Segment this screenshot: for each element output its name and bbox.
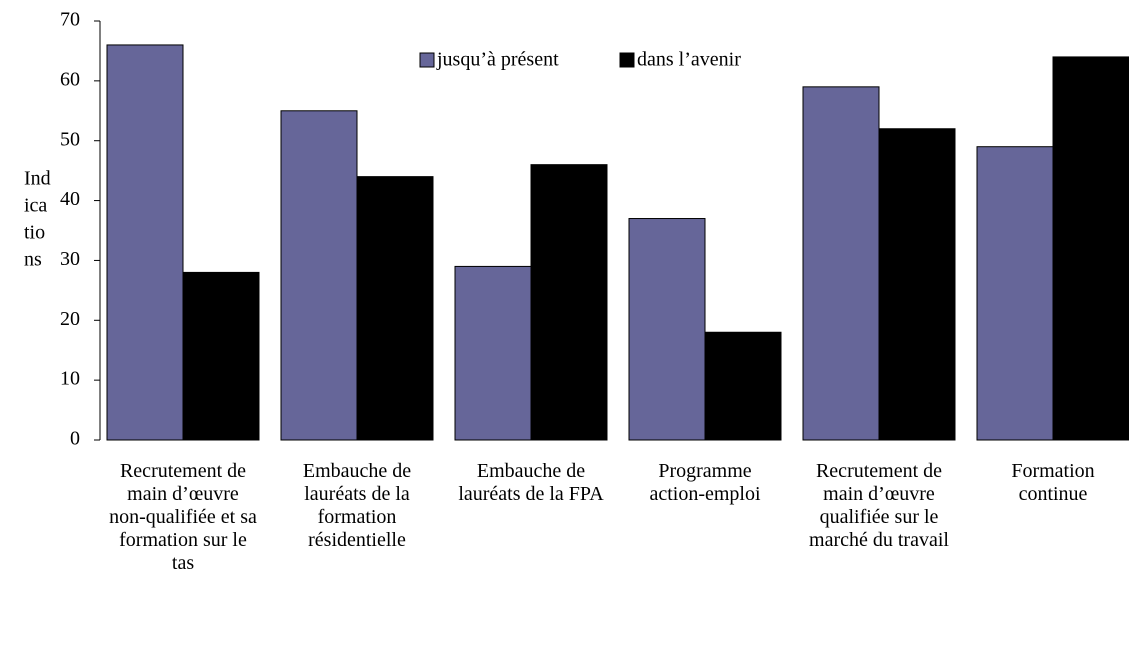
bar: [106, 44, 184, 441]
y-tick-label: 50: [60, 128, 80, 150]
y-tick-label: 0: [70, 428, 80, 450]
legend-swatch: [619, 52, 635, 68]
x-tick-label: Formation continue: [1011, 460, 1095, 505]
y-axis-label: Ind: [24, 168, 51, 190]
bar: [802, 86, 880, 441]
legend-swatch: [419, 52, 435, 68]
bar: [530, 164, 608, 441]
y-tick-label: 40: [60, 188, 80, 210]
y-axis-label: ns: [24, 249, 42, 271]
bar: [356, 176, 434, 441]
bar: [182, 271, 260, 441]
legend-label: dans l’avenir: [637, 49, 741, 71]
bar: [1052, 56, 1129, 441]
legend-label: jusqu’à présent: [436, 49, 559, 71]
y-tick-label: 60: [60, 68, 80, 90]
bar: [704, 331, 782, 441]
bar: [280, 110, 358, 441]
bar: [628, 218, 706, 441]
x-tick-label: Recrutement de main d’œuvre qua­lifiée s…: [809, 460, 949, 551]
y-axis-label: ica: [24, 195, 47, 217]
x-tick-label: Embauche de lauréats de la formation rés…: [302, 460, 412, 551]
bar: [878, 128, 956, 441]
x-tick-label: Programme action-emploi: [649, 460, 761, 505]
y-tick-label: 30: [60, 248, 80, 270]
y-tick-label: 70: [60, 9, 80, 31]
y-tick-label: 10: [60, 368, 80, 390]
x-tick-label: Recrutement de main d’œuvre non-qualifié…: [109, 460, 257, 574]
y-axis-label: tio: [24, 222, 45, 244]
x-tick-label: Embauche de lauréats de la FPA: [458, 460, 604, 505]
bar: [976, 146, 1054, 441]
y-tick-label: 20: [60, 308, 80, 330]
bar: [454, 265, 532, 441]
